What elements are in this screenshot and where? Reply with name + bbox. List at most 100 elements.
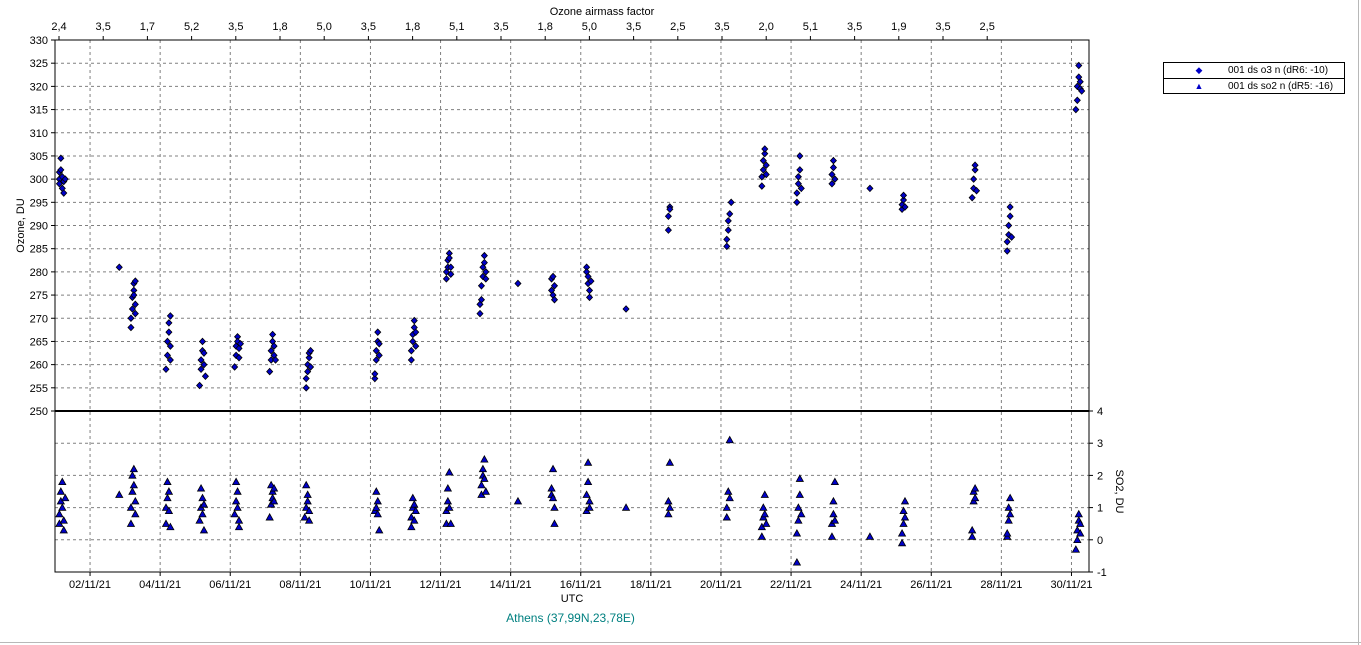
ozone-point	[972, 186, 981, 195]
ozone-point	[375, 339, 383, 348]
so2-point	[865, 532, 875, 540]
so2-point	[410, 516, 419, 524]
ozone-y-tick-label: 275	[30, 290, 48, 302]
so2-point	[195, 516, 204, 524]
ozone-point	[723, 235, 731, 244]
ozone-point	[1078, 87, 1086, 95]
so2-point	[411, 506, 420, 515]
ozone-y-tick-label: 330	[30, 35, 48, 47]
so2-y-tick-label: 2	[1097, 470, 1103, 482]
so2-point	[477, 480, 486, 489]
so2-point	[115, 490, 124, 498]
x-tick-label: 26/11/21	[910, 579, 952, 591]
so2-point	[792, 529, 802, 537]
ozone-point	[371, 370, 379, 378]
ozone-point	[307, 346, 315, 355]
so2-point	[480, 474, 489, 482]
ozone-point	[162, 365, 170, 374]
so2-point	[129, 480, 139, 489]
ozone-point	[409, 337, 417, 346]
so2-point	[59, 516, 68, 524]
so2-point	[373, 509, 382, 518]
so2-y-tick-label: 1	[1097, 503, 1103, 515]
so2-point	[664, 509, 673, 518]
so2-point	[269, 483, 279, 492]
ozone-point	[723, 242, 731, 251]
ozone-point	[412, 342, 420, 350]
top-tick-label: 5,1	[803, 21, 818, 33]
ozone-point	[971, 166, 979, 174]
so2-point	[665, 503, 675, 511]
ozone-y-tick-label: 285	[30, 244, 48, 256]
top-tick-label: 3,5	[626, 21, 641, 33]
so2-point	[128, 471, 137, 479]
ozone-point	[127, 323, 135, 332]
so2-point	[1005, 509, 1015, 518]
x-tick-label: 02/11/21	[69, 579, 111, 591]
so2-point	[664, 496, 673, 505]
top-tick-label: 1,8	[538, 21, 553, 33]
ozone-point	[407, 356, 415, 364]
so2-y-tick-label: 4	[1097, 406, 1103, 418]
ozone-point	[200, 349, 208, 357]
ozone-point	[131, 300, 139, 309]
ozone-point	[1006, 212, 1014, 221]
legend: ◆ 001 ds o3 n (dR6: -10) ▲ 001 ds so2 n …	[1163, 62, 1345, 94]
so2-point	[830, 516, 840, 524]
legend-label-so2: 001 ds so2 n (dR5: -16)	[1228, 81, 1334, 92]
so2-point	[375, 525, 384, 534]
ozone-y-tick-label: 305	[30, 151, 48, 163]
ozone-point	[724, 217, 732, 225]
so2-point	[372, 503, 381, 511]
top-tick-label: 1,8	[272, 21, 287, 33]
ozone-point	[270, 342, 278, 350]
ozone-point	[622, 305, 630, 313]
top-tick-label: 5,2	[184, 21, 199, 33]
x-tick-label: 24/11/21	[840, 579, 882, 591]
chart-title: Ozone airmass factor	[550, 6, 655, 18]
ozone-point	[726, 210, 734, 218]
top-tick-label: 3,5	[96, 21, 111, 33]
so2-point	[970, 483, 980, 492]
ozone-point	[585, 286, 594, 295]
so2-point	[233, 503, 242, 511]
so2-y-tick-label: 3	[1097, 438, 1103, 450]
so2-point	[1076, 529, 1085, 537]
ozone-point	[587, 277, 595, 285]
so2-point	[443, 496, 453, 505]
ozone-point	[166, 342, 174, 350]
legend-item-o3: ◆ 001 ds o3 n (dR6: -10)	[1164, 63, 1344, 78]
ozone-point	[1008, 233, 1016, 241]
so2-point	[513, 496, 523, 505]
so2-point	[445, 503, 454, 511]
ozone-point	[231, 363, 239, 371]
so2-point	[443, 483, 453, 492]
ozone-point	[372, 356, 380, 364]
so2-point	[131, 496, 140, 505]
so2-point	[58, 477, 67, 486]
so2-point	[583, 458, 593, 466]
so2-point	[164, 487, 174, 495]
so2-point	[899, 506, 908, 515]
so2-point	[58, 503, 67, 511]
so2-point	[161, 519, 171, 527]
ozone-point	[60, 189, 68, 197]
ozone-point	[447, 270, 455, 278]
top-tick-label: 1,7	[140, 21, 155, 33]
ozone-point	[407, 346, 415, 355]
ozone-point	[968, 193, 976, 202]
ozone-point	[727, 198, 735, 207]
ozone-point	[57, 154, 65, 163]
so2-point	[199, 500, 209, 508]
ozone-y-tick-label: 250	[30, 406, 48, 418]
ozone-point	[761, 145, 769, 153]
ozone-point	[442, 275, 450, 283]
so2-point	[1004, 516, 1013, 524]
so2-point	[1073, 535, 1082, 543]
top-tick-label: 3,5	[847, 21, 862, 33]
ozone-point	[550, 282, 559, 290]
so2-point	[722, 512, 731, 521]
so2-point	[231, 477, 241, 486]
x-tick-label: 08/11/21	[279, 579, 321, 591]
so2-point	[757, 532, 767, 540]
